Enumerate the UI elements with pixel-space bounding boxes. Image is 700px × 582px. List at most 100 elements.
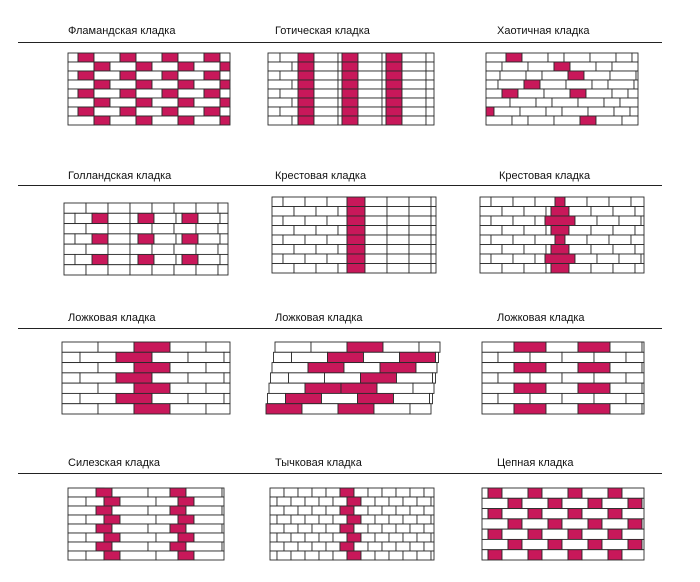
stretcher-brick [430,253,437,264]
stretcher-brick [595,115,623,126]
stretcher-brick [621,487,645,499]
stretcher-brick [609,341,643,353]
header-brick [137,233,155,245]
stretcher-brick [561,351,595,364]
stretcher-brick [412,382,435,394]
stretcher-brick [223,392,231,405]
stretcher-brick [85,550,105,561]
stretcher-brick [269,523,285,534]
stretcher-brick [586,234,610,245]
stretcher-brick [481,528,489,540]
stretcher-brick [395,505,411,516]
header-brick [203,70,221,81]
stretcher-brick [301,403,339,415]
stretcher-brick [613,106,631,117]
stretcher-brick [205,341,231,353]
stretcher-brick [151,79,179,90]
stretcher-brick [481,392,499,405]
header-brick [550,206,570,217]
stretcher-brick [521,497,549,510]
stretcher-brick [512,253,536,264]
header-brick [339,541,355,552]
stretcher-brick [107,253,131,266]
stretcher-brick [590,225,614,236]
stretcher-brick [332,514,348,525]
stretcher-brick [313,52,339,63]
stretcher-brick [595,61,613,72]
stretcher-brick [357,97,383,108]
stretcher-brick [569,61,597,72]
stretcher-brick [135,106,163,117]
stretcher-brick [195,223,219,235]
header-brick [527,528,543,540]
stretcher-brick [479,263,503,274]
stretcher-brick [364,244,388,255]
stretcher-brick [408,215,432,226]
stretcher-brick [129,264,153,276]
stretcher-brick [408,253,432,264]
stretcher-brick [67,115,95,126]
stretcher-brick [381,88,387,99]
stretcher-brick [61,382,99,394]
stretcher-brick [197,212,221,225]
stretcher-brick [481,372,499,384]
stretcher-brick [497,392,531,405]
stretcher-brick [129,253,139,266]
stretcher-brick [523,244,547,255]
stretcher-brick [501,61,529,72]
stretcher-brick [574,215,598,226]
stretcher-brick [565,79,593,90]
stretcher-brick [79,372,117,384]
stretcher-brick [61,351,81,364]
stretcher-brick [177,88,205,99]
stretcher-brick [364,215,388,226]
header-brick [379,362,417,374]
header-brick [137,212,155,225]
stretcher-brick [219,212,229,225]
stretcher-brick [381,106,387,117]
stretcher-brick [596,215,620,226]
stretcher-brick [321,392,358,405]
stretcher-brick [67,79,95,90]
stretcher-brick [93,70,121,81]
stretcher-brick [311,541,327,552]
stretcher-brick [630,234,645,245]
stretcher-brick [155,532,179,543]
stretcher-brick [386,225,410,236]
stretcher-brick [109,97,137,108]
stretcher-brick [221,523,225,534]
stretcher-brick [193,115,221,126]
stretcher-brick [521,518,549,530]
header-brick [135,97,153,108]
stretcher-brick [360,514,376,525]
stretcher-brick [187,351,225,364]
stretcher-brick [282,234,306,245]
stretcher-brick [223,372,231,384]
header-brick [346,496,362,507]
stretcher-brick [193,97,221,108]
stretcher-brick [593,351,627,364]
stretcher-brick [61,392,81,405]
stretcher-brick [367,505,383,516]
stretcher-brick [357,61,383,72]
stretcher-brick [357,106,383,117]
stretcher-brick [545,244,552,255]
stretcher-brick [267,70,281,81]
header-brick [513,362,547,374]
stretcher-brick [107,264,131,276]
stretcher-brick [408,263,432,274]
stretcher-brick [519,106,547,117]
stretcher-brick [591,79,609,90]
header-brick [177,514,195,525]
header-brick [115,372,153,384]
stretcher-brick [315,244,339,255]
header-brick [297,70,315,81]
stretcher-brick [430,215,437,226]
stretcher-brick [221,487,225,498]
stretcher-brick [479,215,492,226]
stretcher-brick [353,523,369,534]
header-brick [219,97,231,108]
stretcher-brick [195,264,219,276]
stretcher-brick [416,532,432,543]
stretcher-brick [481,382,515,394]
